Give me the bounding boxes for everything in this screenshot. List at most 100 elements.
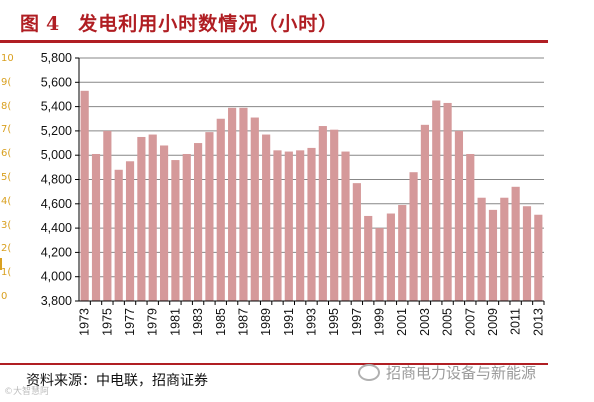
x-tick-label: 1999 xyxy=(373,308,387,336)
bar-2005 xyxy=(443,102,452,301)
bar-1984 xyxy=(205,132,214,301)
x-tick-label: 1973 xyxy=(78,308,92,336)
cropped-tick-label: 3( xyxy=(1,219,12,231)
x-tick-label: 2005 xyxy=(441,308,455,336)
bar-1998 xyxy=(364,215,373,301)
bar-1983 xyxy=(194,143,203,301)
x-tick-label: 2011 xyxy=(509,308,523,335)
bar-1988 xyxy=(250,117,259,301)
x-tick-label: 1985 xyxy=(214,308,228,336)
bar-2004 xyxy=(432,100,441,302)
x-tick-label: 2009 xyxy=(486,308,500,336)
y-tick-label: 5,200 xyxy=(41,124,72,138)
x-tick-label: 2001 xyxy=(395,308,409,336)
bar-1978 xyxy=(137,136,146,301)
bar-1981 xyxy=(171,160,180,301)
x-tick-label: 1977 xyxy=(123,308,137,336)
watermark-small: ©大智慧阿 xyxy=(4,387,50,397)
bar-1991 xyxy=(284,151,293,301)
x-tick-label: 2007 xyxy=(463,308,477,336)
bar-1973 xyxy=(80,90,89,302)
y-tick-label: 4,800 xyxy=(41,173,72,187)
y-tick-label: 4,400 xyxy=(41,221,72,235)
cropped-tick-label: 0 xyxy=(1,291,8,302)
bar-1975 xyxy=(103,130,112,301)
bar-2012 xyxy=(522,206,532,301)
footer-divider xyxy=(0,363,548,365)
bar-2006 xyxy=(454,130,464,301)
bar-1993 xyxy=(307,147,316,301)
x-tick-label: 1989 xyxy=(259,308,273,336)
wechat-icon xyxy=(358,364,380,381)
x-tick-label: 1975 xyxy=(100,308,114,336)
bar-1974 xyxy=(91,153,101,301)
x-tick-label: 1991 xyxy=(282,308,296,336)
x-tick-label: 1987 xyxy=(236,308,250,336)
bar-1999 xyxy=(375,228,384,301)
y-tick-label: 5,600 xyxy=(41,75,72,89)
figure-label: 图 xyxy=(20,13,41,35)
x-tick-label: 1995 xyxy=(327,308,341,336)
bar-1995 xyxy=(330,129,339,301)
bar-2000 xyxy=(386,213,395,301)
y-tick-label: 4,600 xyxy=(41,197,72,211)
cropped-axis-mark xyxy=(0,258,2,270)
x-tick-labels: 1973 1975 1977 1979 1981 1983 1985 1987 1989 1991… xyxy=(78,308,546,336)
bar-1976 xyxy=(114,169,123,301)
x-tick-label: 2003 xyxy=(418,308,432,336)
y-tick-label: 5,400 xyxy=(41,100,72,114)
y-tick-label: 4,200 xyxy=(41,245,72,259)
cropped-tick-label: 8( xyxy=(1,100,12,112)
figure-title: 图 4 发电利用小时数情况（小时） xyxy=(20,9,338,36)
bar-2011 xyxy=(511,186,520,301)
y-tick-label: 5,800 xyxy=(41,51,72,65)
bar-1977 xyxy=(125,161,135,301)
axes xyxy=(75,57,545,305)
bar-2003 xyxy=(420,124,429,301)
bar-1985 xyxy=(216,118,225,301)
bar-2013 xyxy=(534,214,543,301)
x-tick-label: 1993 xyxy=(305,308,319,336)
bar-1982 xyxy=(182,153,191,301)
bar-1986 xyxy=(228,107,237,301)
bar-2009 xyxy=(488,209,498,301)
cropped-tick-label: 1( xyxy=(1,267,12,279)
chart-title: 发电利用小时数情况（小时） xyxy=(78,13,339,35)
cropped-tick-label: 6( xyxy=(1,148,12,160)
bar-chart: 3,800 4,000 4,200 4,400 4,600 4,800 5,000 5,200… xyxy=(41,51,546,336)
source-note: 资料来源：中电联，招商证券 xyxy=(26,373,208,389)
y-tick-label: 5,000 xyxy=(41,148,72,162)
bar-1979 xyxy=(148,134,157,301)
x-tick-label: 1981 xyxy=(168,308,182,336)
bar-2007 xyxy=(466,153,475,301)
cropped-tick-label: 10 xyxy=(1,53,14,64)
x-tick-label: 2013 xyxy=(531,308,545,336)
x-tick-label: 1979 xyxy=(146,308,160,336)
cropped-tick-label: 9( xyxy=(1,76,12,88)
bar-1987 xyxy=(239,107,248,301)
bar-1994 xyxy=(318,126,327,301)
title-divider xyxy=(0,40,548,43)
y-tick-label: 3,800 xyxy=(41,294,72,308)
bar-2002 xyxy=(409,172,418,301)
bar-1997 xyxy=(352,183,361,301)
watermark: 招商电力设备与新能源 xyxy=(358,362,536,383)
bar-1989 xyxy=(262,134,271,301)
bar-2008 xyxy=(477,197,486,301)
bar-1990 xyxy=(273,150,282,301)
cropped-axis-ticks: 10 9( 8( 7( 6( 5( 4( 3( 2( 1( 0 xyxy=(0,44,22,304)
bars xyxy=(80,90,543,302)
bar-1980 xyxy=(159,145,169,301)
bar-1996 xyxy=(341,151,350,301)
cropped-tick-label: 7( xyxy=(1,124,12,136)
y-tick-label: 4,000 xyxy=(41,270,72,284)
cropped-tick-label: 2( xyxy=(1,243,12,255)
watermark-text: 招商电力设备与新能源 xyxy=(386,364,537,382)
x-tick-label: 1997 xyxy=(350,308,364,336)
x-tick-label: 1983 xyxy=(191,308,205,336)
bar-1992 xyxy=(296,150,305,301)
cropped-tick-label: 4( xyxy=(1,195,12,207)
bar-2010 xyxy=(500,197,509,301)
cropped-tick-label: 5( xyxy=(1,172,12,183)
y-tick-labels: 3,800 4,000 4,200 4,400 4,600 4,800 5,000 5,200… xyxy=(41,51,72,308)
